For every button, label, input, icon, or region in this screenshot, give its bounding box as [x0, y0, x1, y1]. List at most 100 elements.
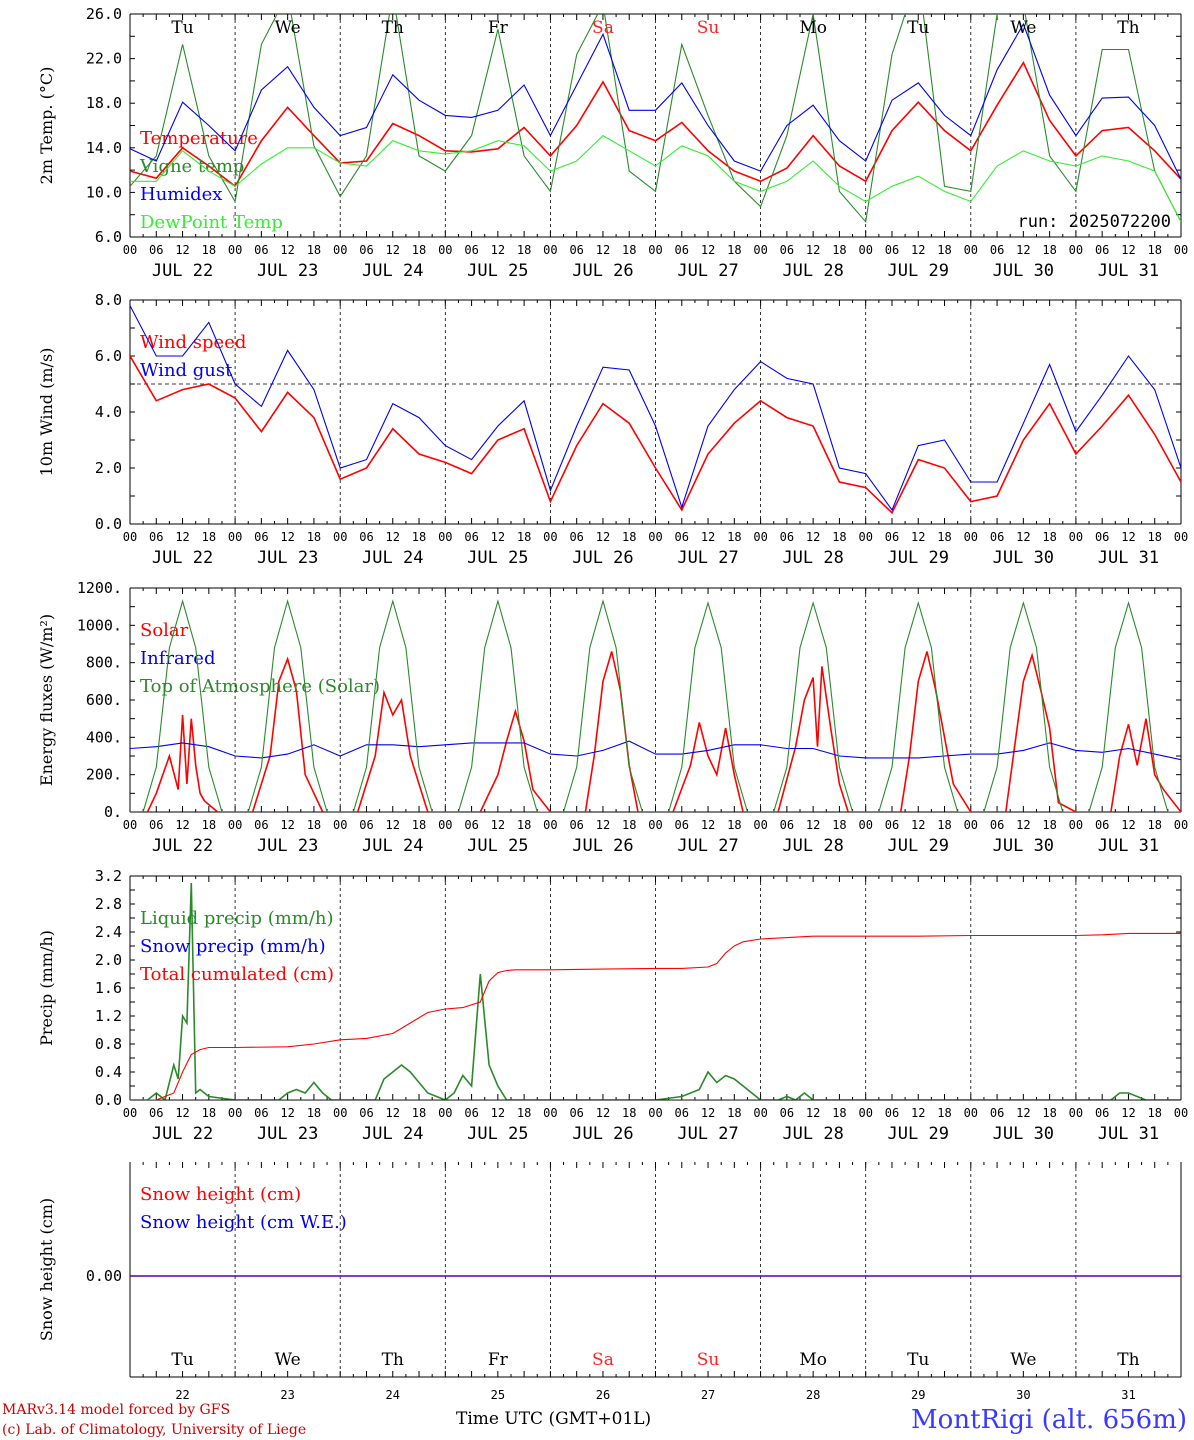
hour-tick-label: 12: [386, 1106, 400, 1120]
day-name: Tu: [171, 18, 193, 38]
date-label: JUL 27: [677, 548, 738, 568]
hour-tick-label: 12: [280, 818, 294, 832]
hour-tick-label: 18: [412, 1106, 426, 1120]
day-number: 29: [911, 1388, 925, 1402]
legend-entry: Snow precip (mm/h): [140, 936, 326, 957]
day-number: 27: [701, 1388, 715, 1402]
y-tick-label: 2.8: [95, 895, 122, 913]
lab-credit: (c) Lab. of Climatology, University of L…: [2, 1422, 306, 1438]
y-tick-label: 22.0: [86, 50, 122, 68]
legend-entry: Vigne temp: [139, 156, 244, 177]
hour-tick-label: 00: [333, 530, 347, 544]
date-label: JUL 28: [782, 261, 843, 281]
series-line-liquid-precip-mm-h: [130, 882, 1181, 1100]
hour-tick-label: 00: [543, 530, 557, 544]
hour-tick-label: 18: [202, 1106, 216, 1120]
hour-tick-label: 12: [280, 1106, 294, 1120]
day-number: 23: [280, 1388, 294, 1402]
day-name: Th: [1117, 18, 1139, 38]
hour-tick-label: 06: [464, 530, 478, 544]
hour-tick-label: 18: [517, 530, 531, 544]
hour-tick-label: 00: [228, 818, 242, 832]
hour-tick-label: 18: [727, 243, 741, 257]
hour-tick-label: 00: [123, 818, 137, 832]
date-label: JUL 29: [888, 836, 949, 856]
hour-tick-label: 12: [280, 243, 294, 257]
date-label: JUL 29: [888, 548, 949, 568]
legend-entry: Liquid precip (mm/h): [140, 908, 334, 929]
hour-tick-label: 12: [596, 1106, 610, 1120]
hour-tick-label: 12: [1016, 818, 1030, 832]
hour-tick-label: 18: [1042, 243, 1056, 257]
day-name: Fr: [488, 1350, 509, 1370]
legend-entry: DewPoint Temp: [140, 212, 283, 233]
hour-tick-label: 00: [753, 243, 767, 257]
hour-tick-label: 06: [149, 818, 163, 832]
hour-tick-label: 12: [175, 818, 189, 832]
day-name: Th: [1117, 1350, 1139, 1370]
y-tick-label: 1.6: [95, 979, 122, 997]
hour-tick-label: 18: [1147, 243, 1161, 257]
date-label: JUL 24: [362, 261, 423, 281]
y-tick-label: 1000.: [77, 616, 122, 634]
hour-tick-label: 00: [753, 530, 767, 544]
hour-tick-label: 18: [412, 243, 426, 257]
hour-tick-label: 12: [596, 243, 610, 257]
hour-tick-label: 18: [832, 243, 846, 257]
day-name: Sa: [592, 18, 614, 38]
model-credit: MARv3.14 model forced by GFS: [2, 1402, 230, 1418]
hour-tick-label: 06: [990, 530, 1004, 544]
day-name: Fr: [488, 18, 509, 38]
hour-tick-label: 00: [228, 1106, 242, 1120]
hour-tick-label: 12: [491, 530, 505, 544]
hour-tick-label: 18: [727, 1106, 741, 1120]
hour-tick-label: 18: [937, 818, 951, 832]
date-label: JUL 23: [257, 1124, 318, 1144]
y-tick-label: 6.0: [95, 228, 122, 246]
hour-tick-label: 12: [1121, 1106, 1135, 1120]
date-label: JUL 24: [362, 836, 423, 856]
hour-tick-label: 06: [359, 818, 373, 832]
hour-tick-label: 00: [333, 818, 347, 832]
panel-5: 0.00 Snow height (cm) Snow height (cm) Snow…: [37, 1162, 1182, 1402]
legend-entry: Infrared: [140, 648, 215, 669]
hour-tick-label: 00: [964, 818, 978, 832]
date-label: JUL 31: [1098, 1124, 1159, 1144]
hour-tick-label: 18: [832, 1106, 846, 1120]
hour-tick-label: 06: [1095, 1106, 1109, 1120]
hour-tick-label: 12: [596, 818, 610, 832]
panel-3: 0. 200. 400. 600. 800. 1000. 1200. Energy fluxe…: [37, 579, 1188, 856]
series-line-wind-speed: [130, 355, 1181, 515]
hour-tick-label: 12: [491, 1106, 505, 1120]
hour-tick-label: 00: [964, 530, 978, 544]
hour-tick-label: 00: [858, 1106, 872, 1120]
hour-tick-label: 12: [175, 530, 189, 544]
hour-tick-label: 06: [780, 818, 794, 832]
hour-tick-label: 00: [123, 243, 137, 257]
hour-tick-label: 06: [464, 818, 478, 832]
hour-tick-label: 06: [464, 1106, 478, 1120]
day-name: Th: [382, 1350, 404, 1370]
hour-tick-label: 12: [911, 530, 925, 544]
hour-tick-label: 06: [675, 818, 689, 832]
date-label: JUL 22: [152, 548, 213, 568]
hour-tick-label: 12: [1121, 243, 1135, 257]
date-label: JUL 31: [1098, 548, 1159, 568]
hour-tick-label: 18: [307, 530, 321, 544]
date-label: JUL 25: [467, 836, 528, 856]
hour-tick-label: 06: [254, 243, 268, 257]
hour-tick-label: 12: [701, 243, 715, 257]
hour-tick-label: 00: [543, 243, 557, 257]
hour-tick-label: 00: [438, 243, 452, 257]
hour-tick-label: 00: [543, 1106, 557, 1120]
hour-tick-label: 06: [359, 243, 373, 257]
y-axis-label: 2m Temp. (°C): [37, 67, 56, 185]
hour-tick-label: 00: [333, 243, 347, 257]
hour-tick-label: 12: [386, 530, 400, 544]
hour-tick-label: 00: [648, 530, 662, 544]
y-tick-label: 0.0: [95, 1091, 122, 1109]
date-label: JUL 30: [993, 548, 1054, 568]
hour-tick-label: 00: [858, 818, 872, 832]
hour-tick-label: 12: [911, 243, 925, 257]
